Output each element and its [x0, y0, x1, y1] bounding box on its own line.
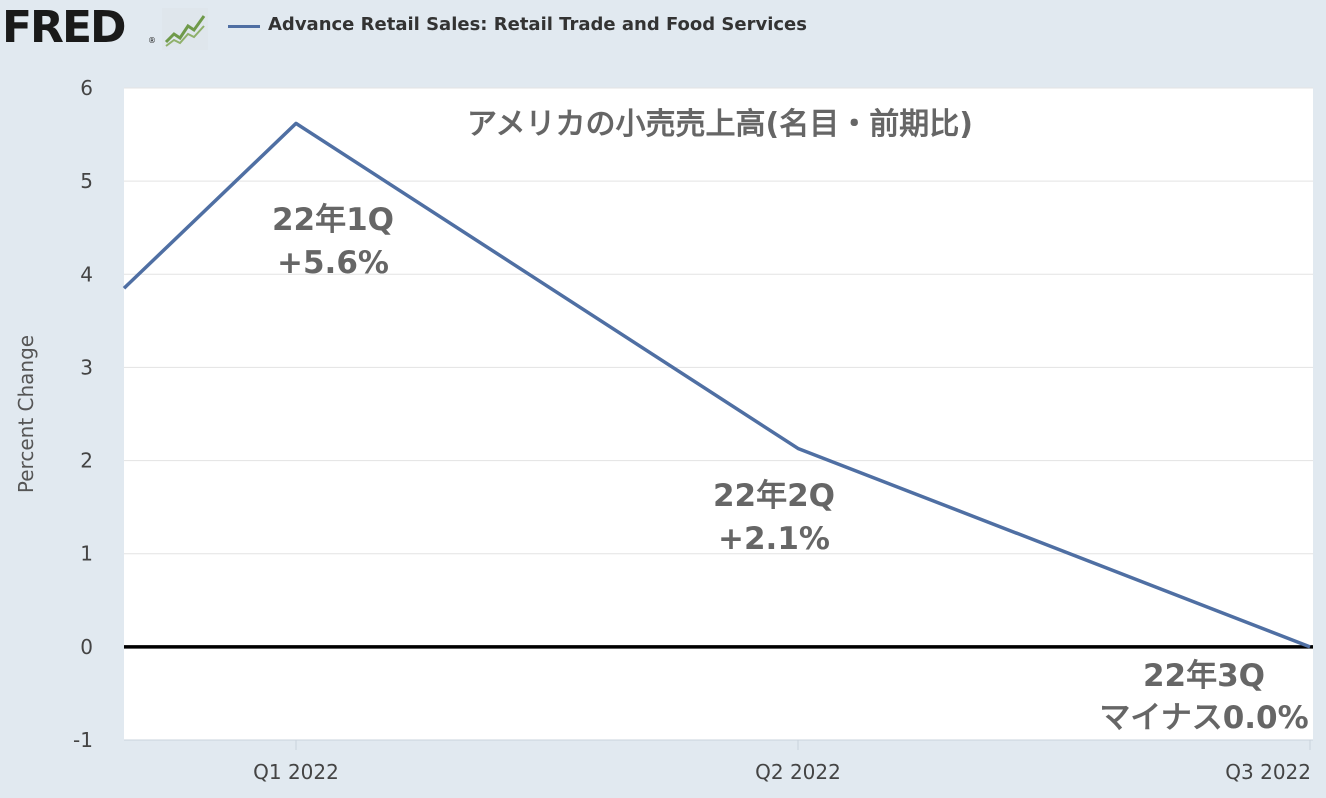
plot-area — [124, 88, 1313, 740]
x-tick-label: Q2 2022 — [755, 760, 841, 784]
y-tick-label: 0 — [80, 635, 93, 659]
legend-series-label[interactable]: Advance Retail Sales: Retail Trade and F… — [268, 14, 807, 35]
annotation-value: +2.1% — [718, 521, 830, 557]
x-tick-label: Q1 2022 — [253, 760, 339, 784]
series-line[interactable] — [122, 121, 1311, 649]
annotation-period: 22年3Q — [1143, 658, 1265, 694]
y-tick-label: 5 — [80, 169, 93, 193]
y-tick-label: 1 — [80, 542, 93, 566]
grid-lines — [124, 87, 1313, 741]
annotations: 22年1Q +5.6% 22年2Q +2.1% 22年3Q マイナス0.0% — [272, 202, 1309, 736]
fred-logo[interactable]: FRED — [2, 2, 127, 53]
annotation-period: 22年2Q — [713, 478, 835, 514]
fred-trend-icon — [162, 8, 208, 50]
series-lines — [122, 121, 1311, 649]
annotation-value: マイナス0.0% — [1099, 700, 1308, 736]
y-tick-label: 2 — [80, 449, 93, 473]
annotation-period: 22年1Q — [272, 202, 394, 238]
y-tick-label: 4 — [80, 262, 93, 286]
annotation-value: +5.6% — [277, 245, 389, 281]
y-tick-labels: -1 0 1 2 3 4 5 6 — [73, 76, 93, 752]
legend-swatch — [228, 25, 260, 28]
chart-title: アメリカの小売売上高(名目・前期比) — [467, 107, 973, 142]
x-tick-label: Q3 2022 — [1225, 760, 1311, 784]
chart-header: FRED ® Advance Retail Sales: Retail Trad… — [0, 0, 1326, 60]
y-tick-label: 3 — [80, 355, 93, 379]
x-tick-labels: Q1 2022 Q2 2022 Q3 2022 — [253, 740, 1311, 784]
registered-mark: ® — [148, 36, 156, 45]
y-tick-label: -1 — [73, 728, 93, 752]
y-tick-label: 6 — [80, 76, 93, 100]
